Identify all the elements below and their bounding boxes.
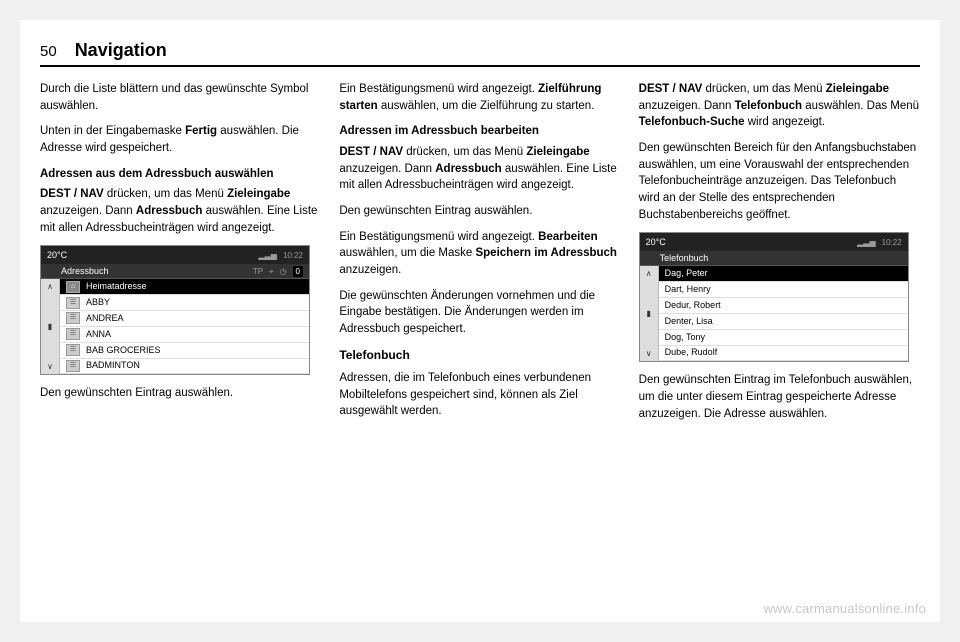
- col2-p1: Ein Bestätigungsmenü wird angezeigt. Zie…: [339, 81, 620, 114]
- scroll-up-icon[interactable]: ∧: [47, 281, 53, 293]
- item-label: Dedur, Robert: [665, 299, 721, 312]
- signal-icon: ▂▃▅: [259, 250, 277, 262]
- watermark: www.carmanualsonline.info: [763, 601, 926, 616]
- ss2-status-icons: ▂▃▅ 10:22: [857, 237, 902, 249]
- ss1-scrollbar[interactable]: ∧ ▮ ∨: [41, 279, 60, 374]
- item-label: Heimatadresse: [86, 280, 147, 293]
- col3-p2: Den gewünschten Bereich für den Anfangsb…: [639, 140, 920, 223]
- contact-icon: ☰: [66, 297, 80, 309]
- ss1-status-icons: ▂▃▅ 10:22: [259, 250, 304, 262]
- col2-p6: Adressen, die im Telefonbuch eines verbu…: [339, 370, 620, 420]
- list-item[interactable]: ⌂ Heimatadresse: [60, 279, 309, 295]
- col2-p5: Die gewünschten Änderungen vornehmen und…: [339, 288, 620, 338]
- ss1-title-row: Adressbuch TP ⌖ ◷ 0: [41, 264, 309, 279]
- ss1-title: Adressbuch: [61, 265, 109, 278]
- item-label: ABBY: [86, 296, 110, 309]
- column-1: Durch die Liste blättern und das gewünsc…: [40, 81, 321, 431]
- tp-icon: TP: [253, 266, 263, 278]
- ss2-title-row: Telefonbuch: [640, 251, 908, 266]
- list-item[interactable]: Dedur, Robert: [659, 298, 908, 314]
- list-item[interactable]: Dube, Rudolf: [659, 346, 908, 362]
- col2-p3: Den gewünschten Eintrag auswählen.: [339, 203, 620, 220]
- count-badge: 0: [293, 266, 303, 278]
- ss2-temperature: 20°C: [646, 236, 666, 249]
- column-2: Ein Bestätigungsmenü wird angezeigt. Zie…: [339, 81, 620, 431]
- list-item[interactable]: Denter, Lisa: [659, 314, 908, 330]
- contact-icon: ☰: [66, 360, 80, 372]
- list-item[interactable]: Dart, Henry: [659, 282, 908, 298]
- col1-p2: Unten in der Eingabemaske Fertig auswähl…: [40, 123, 321, 156]
- ss2-list: Dag, Peter Dart, Henry Dedur, Robert Den…: [659, 266, 908, 361]
- col2-subheading: Adressen im Adressbuch bearbeiten: [339, 123, 620, 140]
- contact-icon: ☰: [66, 312, 80, 324]
- ss2-title: Telefonbuch: [660, 252, 709, 265]
- signal-icon: ▂▃▅: [857, 237, 875, 249]
- list-item[interactable]: ☰ ANNA: [60, 327, 309, 343]
- item-label: Dart, Henry: [665, 283, 711, 296]
- ss1-temperature: 20°C: [47, 249, 67, 262]
- screenshot-telefonbuch: 20°C ▂▃▅ 10:22 Telefonbuch ∧ ▮ ∨: [639, 232, 909, 362]
- col1-p1: Durch die Liste blättern und das gewünsc…: [40, 81, 321, 114]
- column-3: DEST / NAV drücken, um das Menü Zieleing…: [639, 81, 920, 431]
- col2-p4: Ein Bestätigungsmenü wird angezeigt. Bea…: [339, 229, 620, 279]
- nav-icon: ⌖: [269, 266, 274, 278]
- item-label: Dog, Tony: [665, 331, 705, 344]
- item-label: BAB GROCERIES: [86, 344, 161, 357]
- manual-page: 50 Navigation Durch die Liste blättern u…: [20, 20, 940, 622]
- scroll-thumb[interactable]: ▮: [48, 321, 52, 333]
- screenshot-adressbuch: 20°C ▂▃▅ 10:22 Adressbuch TP ⌖ ◷ 0: [40, 245, 310, 375]
- item-label: ANDREA: [86, 312, 124, 325]
- ss2-statusbar: 20°C ▂▃▅ 10:22: [640, 233, 908, 251]
- page-number: 50: [40, 43, 57, 60]
- page-title: Navigation: [75, 40, 167, 61]
- list-item[interactable]: Dag, Peter: [659, 266, 908, 282]
- list-item[interactable]: ☰ ANDREA: [60, 311, 309, 327]
- ss1-statusbar: 20°C ▂▃▅ 10:22: [41, 246, 309, 264]
- ss1-time: 10:22: [283, 250, 303, 262]
- list-item[interactable]: Dog, Tony: [659, 330, 908, 346]
- item-label: Dube, Rudolf: [665, 346, 718, 359]
- item-label: BADMINTON: [86, 359, 140, 372]
- contact-icon: ☰: [66, 344, 80, 356]
- list-item[interactable]: ☰ BADMINTON: [60, 359, 309, 375]
- col1-p3: DEST / NAV drücken, um das Menü Zieleing…: [40, 186, 321, 236]
- globe-icon: ◷: [280, 266, 287, 278]
- col2-heading-telefonbuch: Telefonbuch: [339, 347, 620, 364]
- content-columns: Durch die Liste blättern und das gewünsc…: [40, 81, 920, 431]
- page-header: 50 Navigation: [40, 40, 920, 67]
- list-item[interactable]: ☰ ABBY: [60, 295, 309, 311]
- home-icon: ⌂: [66, 281, 80, 293]
- col1-p4: Den gewünschten Eintrag auswählen.: [40, 385, 321, 402]
- item-label: ANNA: [86, 328, 111, 341]
- list-item[interactable]: ☰ BAB GROCERIES: [60, 343, 309, 359]
- scroll-thumb[interactable]: ▮: [646, 308, 650, 320]
- scroll-down-icon[interactable]: ∨: [47, 361, 53, 373]
- scroll-down-icon[interactable]: ∨: [646, 348, 652, 360]
- item-label: Dag, Peter: [665, 267, 708, 280]
- ss2-time: 10:22: [882, 237, 902, 249]
- col1-subheading: Adressen aus dem Adressbuch auswählen: [40, 166, 321, 183]
- scroll-up-icon[interactable]: ∧: [646, 268, 652, 280]
- contact-icon: ☰: [66, 328, 80, 340]
- ss2-scrollbar[interactable]: ∧ ▮ ∨: [640, 266, 659, 361]
- col3-p1: DEST / NAV drücken, um das Menü Zieleing…: [639, 81, 920, 131]
- ss1-list: ⌂ Heimatadresse ☰ ABBY ☰ ANDREA ☰ ANNA ☰ BAB …: [60, 279, 309, 374]
- col3-p3: Den gewünschten Eintrag im Telefonbuch a…: [639, 372, 920, 422]
- item-label: Denter, Lisa: [665, 315, 713, 328]
- col2-p2: DEST / NAV drücken, um das Menü Zieleing…: [339, 144, 620, 194]
